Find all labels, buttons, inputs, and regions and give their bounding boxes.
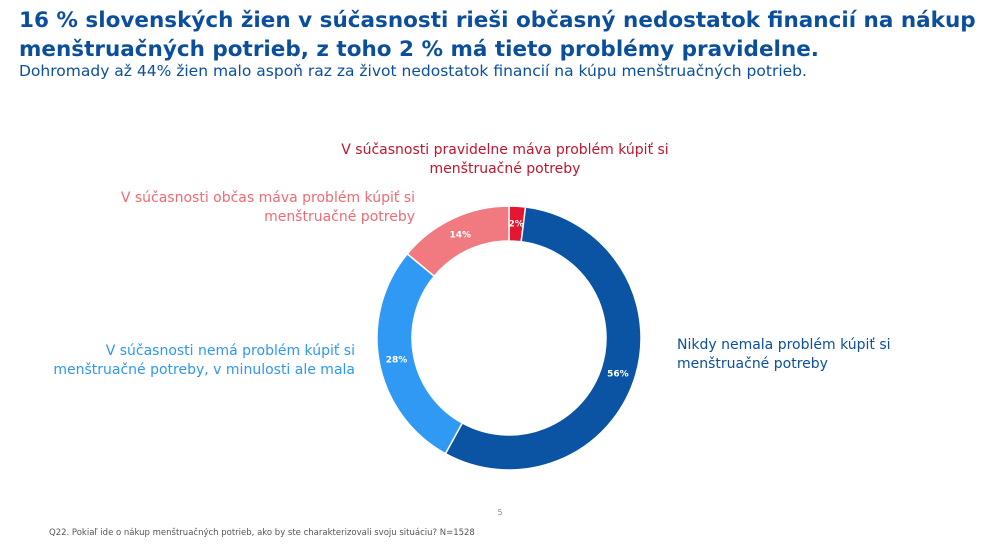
- legend-label-occasional-problem: V súčasnosti občas máva problém kúpiť si…: [120, 190, 415, 225]
- slice-label-never-problem: 56%: [607, 369, 629, 379]
- legend-label-past-problem: V súčasnosti nemá problém kúpiť si menšt…: [53, 343, 355, 378]
- slice-label-regular-problem: 2%: [509, 220, 524, 230]
- page-title: 16 % slovenských žien v súčasnosti rieši…: [19, 8, 976, 62]
- slice-occasional-problem: [406, 205, 510, 278]
- legend-label-never-problem: Nikdy nemala problém kúpiť si menštruačn…: [677, 337, 891, 372]
- slice-past-problem: [376, 252, 464, 455]
- slice-never-problem: [444, 206, 642, 471]
- slice-label-occasional-problem: 14%: [449, 230, 471, 240]
- page-subtitle: Dohromady až 44% žien malo aspoň raz za …: [19, 62, 807, 80]
- page-number: 5: [497, 508, 503, 517]
- slice-label-past-problem: 28%: [386, 355, 408, 365]
- footnote: Q22. Pokiaľ ide o nákup menštruačných po…: [49, 528, 475, 538]
- legend-label-regular-problem: V súčasnosti pravidelne máva problém kúp…: [341, 142, 669, 177]
